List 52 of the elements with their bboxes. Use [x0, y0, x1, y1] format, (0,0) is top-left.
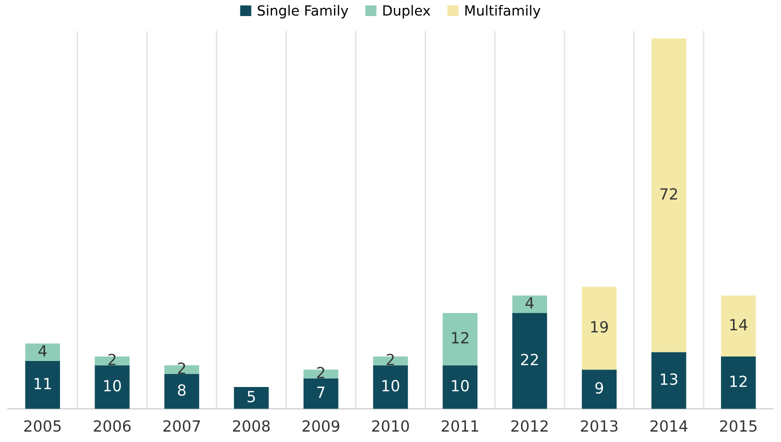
data-label: 10	[452, 380, 469, 392]
data-label: 13	[660, 373, 678, 385]
data-label: 2	[178, 362, 186, 374]
x-tick-label: 2014	[650, 420, 688, 432]
bar	[25, 343, 60, 361]
data-label: 11	[34, 378, 51, 390]
bar	[442, 365, 478, 409]
data-label: 22	[521, 354, 538, 366]
bar	[25, 360, 60, 409]
data-label: 8	[178, 384, 186, 396]
bar	[234, 387, 269, 409]
data-label: 4	[38, 345, 47, 356]
data-label: 2	[108, 354, 116, 366]
bar	[512, 312, 548, 409]
bar	[651, 352, 686, 409]
data-label: 12	[730, 376, 747, 387]
bar	[442, 312, 478, 366]
data-label: 5	[248, 391, 255, 402]
data-label: 2	[386, 354, 394, 366]
data-label: 12	[452, 332, 468, 344]
x-tick-label: 2006	[94, 420, 131, 432]
legend-label: Duplex	[383, 5, 430, 18]
bar	[164, 374, 200, 409]
data-label: 9	[595, 382, 604, 394]
bar	[304, 378, 338, 409]
data-label: 4	[526, 297, 534, 308]
data-label: 14	[730, 319, 748, 330]
bar	[512, 296, 548, 313]
bar	[582, 370, 617, 409]
legend-label: Multifamily	[465, 5, 540, 18]
x-tick-label: 2011	[442, 420, 478, 432]
bar	[373, 365, 408, 409]
x-tick-label: 2005	[24, 420, 61, 432]
bar	[582, 286, 617, 370]
legend-label: Single Family	[258, 5, 348, 18]
x-tick-label: 2012	[511, 420, 548, 432]
bar	[721, 356, 756, 409]
x-tick-label: 2007	[163, 420, 200, 432]
x-tick-label: 2013	[580, 420, 618, 432]
data-label: 72	[660, 188, 678, 200]
data-label: 19	[591, 321, 608, 333]
bar	[94, 365, 130, 409]
x-tick-label: 2009	[302, 420, 340, 432]
x-tick-label: 2015	[720, 420, 757, 432]
bar	[721, 296, 756, 357]
bar	[651, 38, 686, 352]
data-label: 2	[317, 366, 324, 378]
data-label: 10	[104, 380, 121, 392]
data-label: 7	[317, 386, 324, 398]
data-label: 10	[382, 380, 400, 392]
x-tick-label: 2008	[233, 420, 270, 432]
x-tick-label: 2010	[372, 420, 409, 432]
